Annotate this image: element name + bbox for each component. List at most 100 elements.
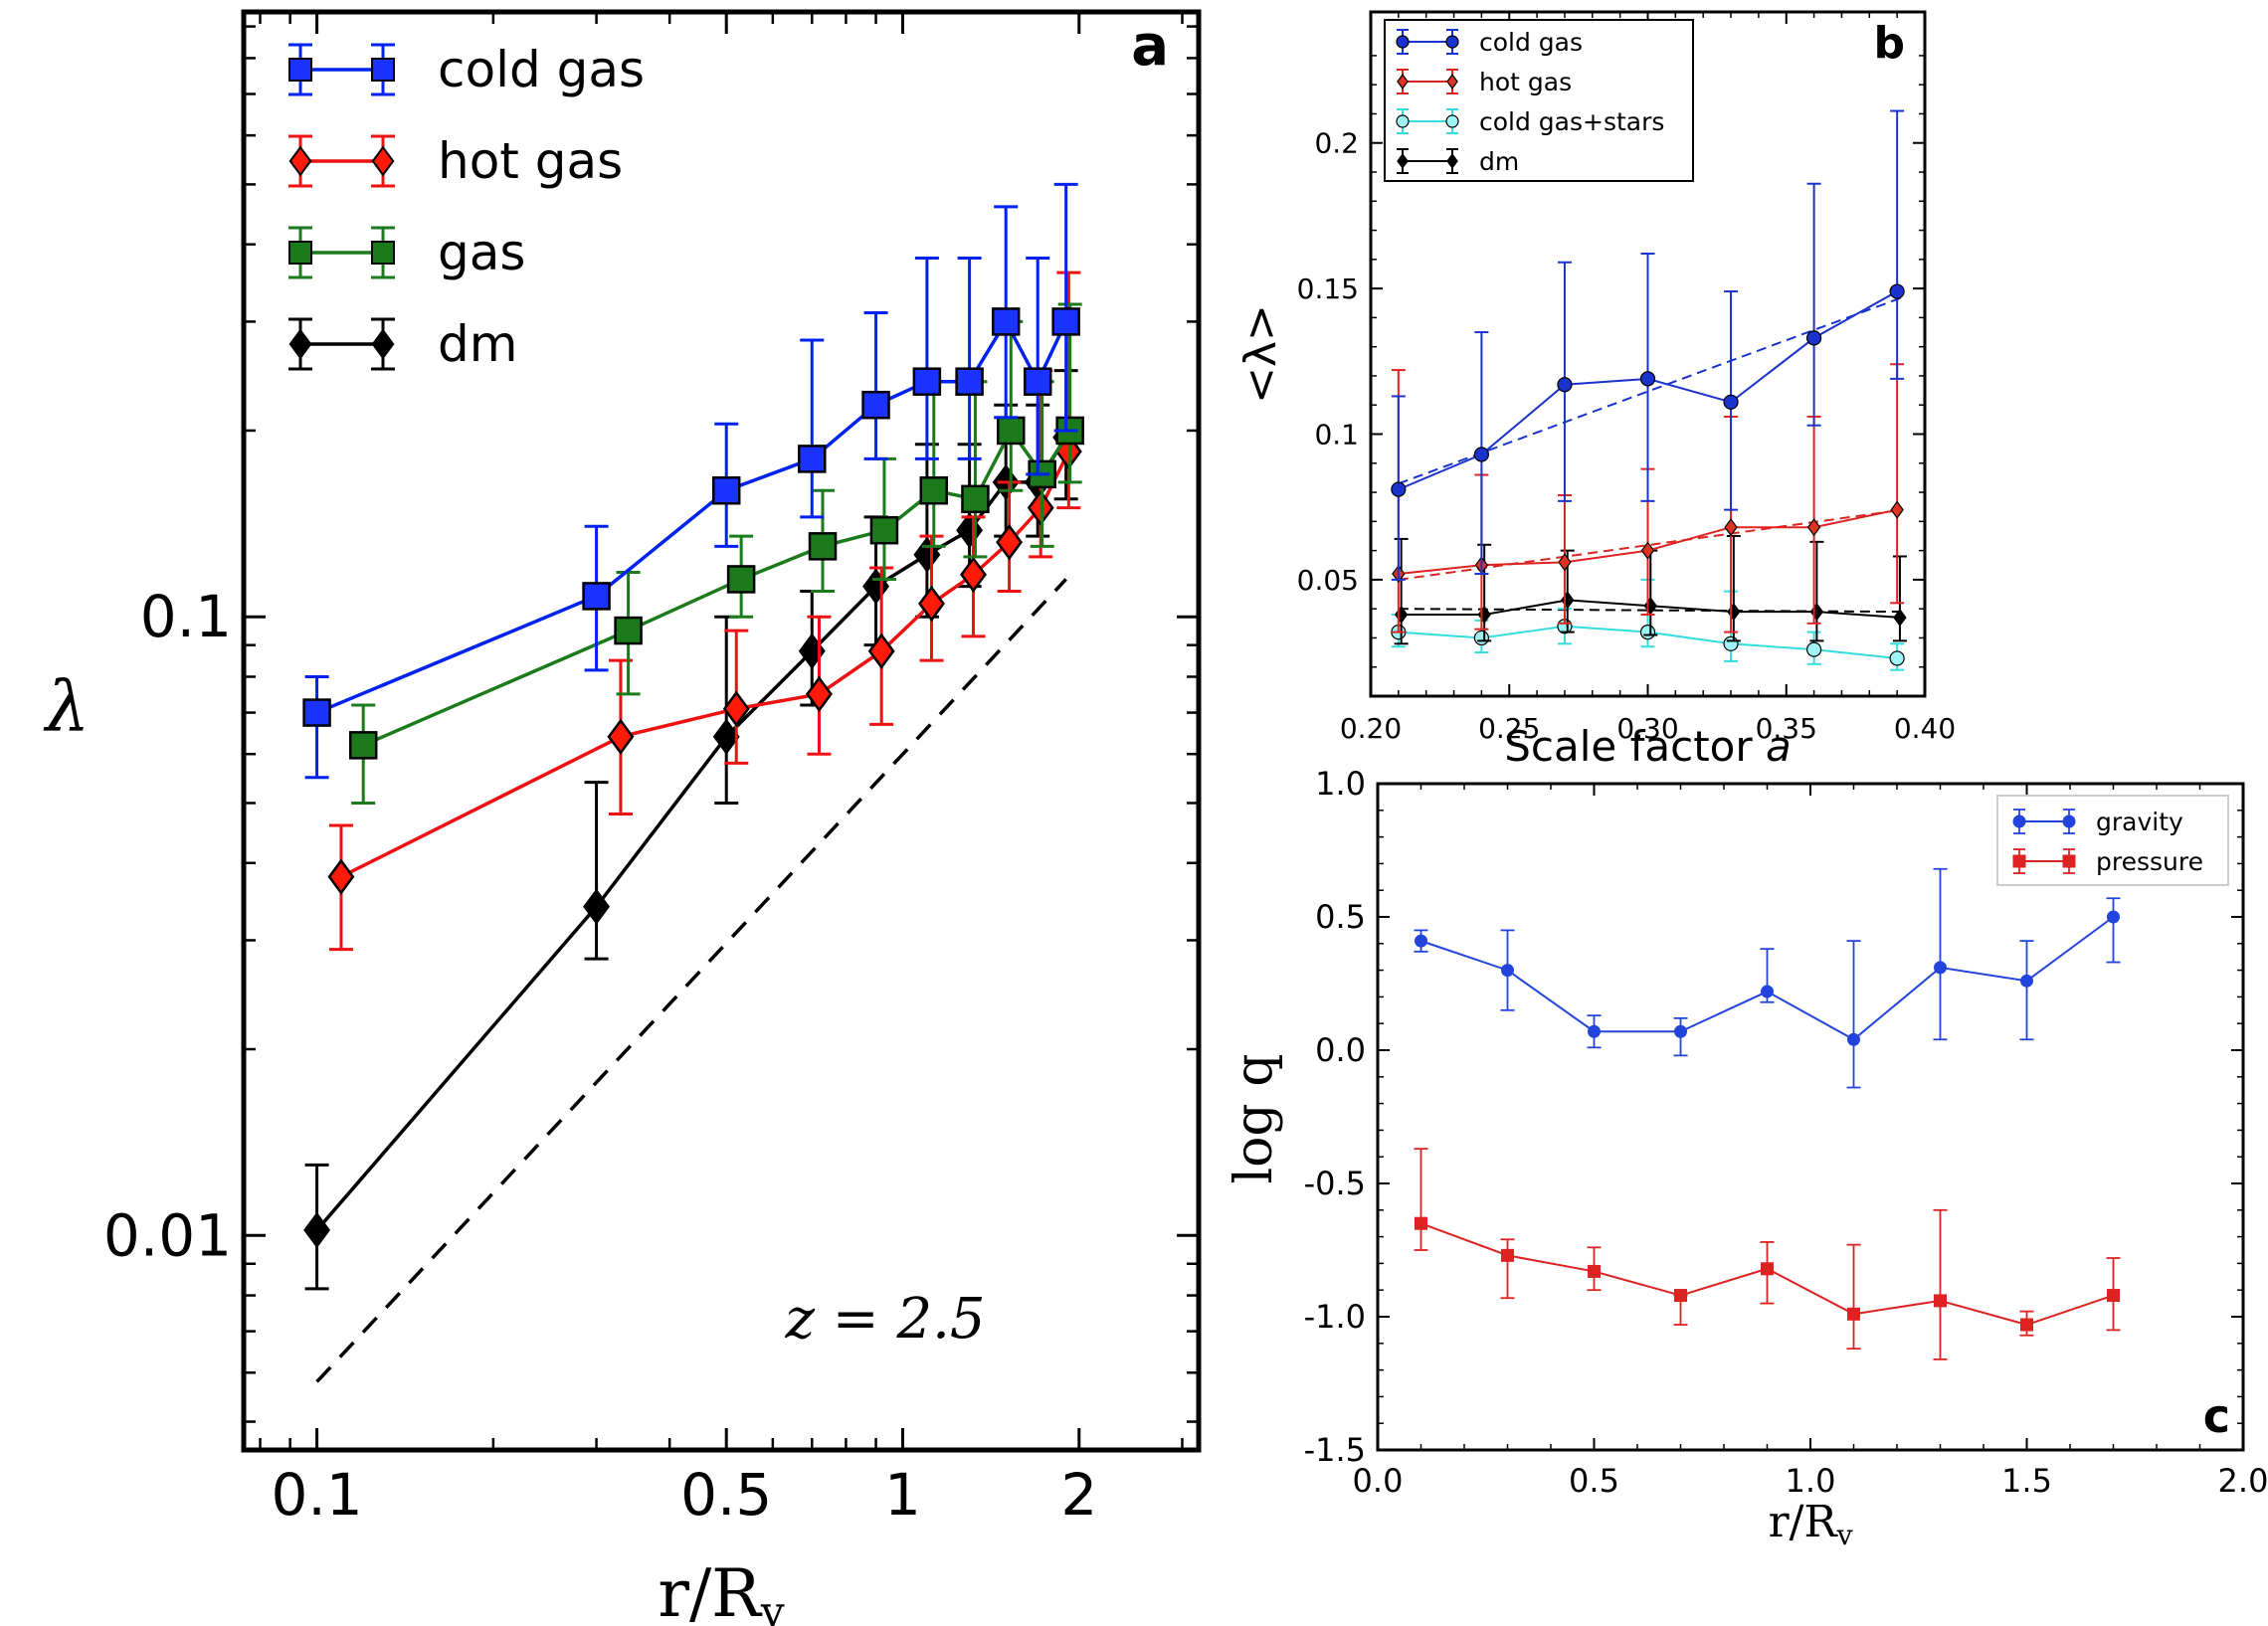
data-point-cold-gas xyxy=(1051,307,1080,336)
x-tick-label: 0.25 xyxy=(1478,712,1540,745)
data-point-cold-gas-stars xyxy=(1805,641,1822,657)
panel-label: c xyxy=(2203,1389,2230,1443)
x-tick-label: 1.5 xyxy=(2001,1462,2052,1500)
data-point-hot-gas xyxy=(960,556,987,593)
data-point-cold-gas xyxy=(798,445,827,473)
data-point-pressure xyxy=(1761,1262,1774,1276)
data-point-hot-gas xyxy=(1558,553,1572,572)
y-tick-label: -0.5 xyxy=(1304,1165,1366,1202)
data-point-hot-gas xyxy=(1724,518,1738,537)
series-gravity xyxy=(1414,867,2121,1089)
data-point-cold-gas-stars xyxy=(1889,650,1905,666)
data-point-hot-gas xyxy=(607,718,635,755)
data-point-cold-gas xyxy=(1889,283,1905,299)
x-tick-label: 0.0 xyxy=(1353,1462,1404,1500)
data-point-cold-gas xyxy=(991,307,1021,336)
legend-marker-hot-gas xyxy=(288,145,312,177)
data-point-gravity xyxy=(1501,964,1514,978)
fit-line-cold-gas xyxy=(1398,295,1904,485)
x-axis-label-variable: a xyxy=(1766,722,1792,771)
y-tick-label: 0.05 xyxy=(1297,564,1359,597)
data-point-hot-gas xyxy=(1890,500,1904,519)
legend-label-gas: gas xyxy=(438,224,525,281)
data-point-cold-gas xyxy=(1023,367,1052,396)
data-point-gravity xyxy=(2107,910,2120,924)
y-tick-label: 0.15 xyxy=(1297,272,1359,305)
series-pressure xyxy=(1414,1148,2121,1360)
legend: cold gas hot gas cold gas+stars dm xyxy=(1384,19,1694,182)
x-tick-label: 0.40 xyxy=(1894,712,1956,745)
y-tick-label: 0.1 xyxy=(1314,419,1359,452)
legend-marker-pressure xyxy=(2012,854,2026,868)
data-point-hot-gas xyxy=(996,524,1024,561)
series-cold-gas xyxy=(302,182,1080,780)
series-gas xyxy=(348,302,1084,805)
data-point-pressure xyxy=(1501,1248,1514,1262)
data-point-pressure xyxy=(1847,1307,1860,1321)
x-axis-label: r/Rv xyxy=(658,1555,784,1626)
data-point-cold-gas-stars xyxy=(1473,630,1490,646)
x-tick-label: 2 xyxy=(1060,1461,1097,1529)
data-point-gas xyxy=(997,416,1026,446)
legend-marker-dm xyxy=(1446,153,1458,169)
panel-a-chart: 0.1 0.5 1 2 0.01 0.1 cold gas hot gas gas dm a z = … xyxy=(43,9,1202,1626)
x-axis-label-subscript: v xyxy=(760,1587,785,1626)
data-point-cold-gas xyxy=(1557,377,1573,393)
data-point-cold-gas xyxy=(711,475,741,505)
legend-marker-gravity xyxy=(2062,814,2076,828)
data-point-cold-gas xyxy=(955,367,984,396)
legend-marker-dm xyxy=(371,328,395,360)
series-line-hot-gas xyxy=(340,451,1070,879)
x-tick-label: 1.0 xyxy=(1786,1462,1836,1500)
data-point-dm xyxy=(712,718,740,755)
x-tick-label: 0.20 xyxy=(1340,712,1402,745)
legend-marker-cold-gas-stars xyxy=(1396,114,1410,128)
data-point-pressure xyxy=(1588,1264,1601,1278)
data-point-dm xyxy=(1893,608,1907,628)
panel-b-chart: 0.20 0.25 0.30 0.35 0.40 0.05 0.1 0.15 0.2 cold g… xyxy=(1235,10,1956,771)
data-point-cold-gas xyxy=(1391,481,1407,497)
y-tick-label: -1.0 xyxy=(1304,1298,1366,1336)
panel-label: b xyxy=(1874,18,1906,69)
data-point-cold-gas xyxy=(1723,394,1739,410)
legend-marker-gas xyxy=(288,241,312,265)
x-axis-label-subscript: v xyxy=(1836,1519,1853,1551)
series-line-cold-gas xyxy=(315,317,1068,715)
x-axis-label: r/Rv xyxy=(1769,1497,1853,1551)
data-point-cold-gas xyxy=(1805,330,1822,346)
x-tick-label: 1 xyxy=(884,1461,921,1529)
y-axis-label: log q xyxy=(1225,1053,1284,1183)
legend-marker-dm xyxy=(1397,153,1409,169)
legend-marker-gravity xyxy=(2012,814,2026,828)
data-point-cold-gas-stars xyxy=(1639,624,1656,640)
x-axis-label: Scale factor a xyxy=(1504,722,1792,771)
series-line-dm xyxy=(315,436,1068,1232)
series-line-gas xyxy=(362,427,1072,747)
data-point-hot-gas xyxy=(722,690,750,727)
legend: gravity pressure xyxy=(1996,795,2229,886)
y-tick-label: 1.0 xyxy=(1315,765,1366,803)
legend-marker-cold-gas xyxy=(1445,35,1459,49)
data-point-gas xyxy=(808,532,838,561)
legend-label-cold-gas-stars: cold gas+stars xyxy=(1479,107,1664,136)
data-point-hot-gas xyxy=(1640,541,1655,560)
data-point-hot-gas xyxy=(327,858,355,895)
legend-label-cold-gas: cold gas xyxy=(1479,28,1583,57)
data-point-cold-gas xyxy=(1639,371,1656,387)
data-point-gravity xyxy=(1674,1024,1687,1038)
data-point-cold-gas xyxy=(861,390,890,420)
data-point-gravity xyxy=(1934,961,1947,975)
data-point-gas xyxy=(919,475,949,505)
x-tick-label: 0.30 xyxy=(1616,712,1678,745)
x-tick-label: 0.1 xyxy=(271,1461,362,1529)
panel-label: a xyxy=(1131,14,1169,79)
data-point-gravity xyxy=(1588,1024,1601,1038)
redshift-annotation: z = 2.5 xyxy=(784,1287,985,1352)
legend-marker-cold-gas xyxy=(1396,35,1410,49)
data-point-cold-gas xyxy=(912,367,942,396)
y-axis-label: λ xyxy=(43,666,90,748)
legend-label-dm: dm xyxy=(1479,147,1519,176)
legend-marker-pressure xyxy=(2062,854,2076,868)
legend-label-cold-gas: cold gas xyxy=(438,41,645,98)
